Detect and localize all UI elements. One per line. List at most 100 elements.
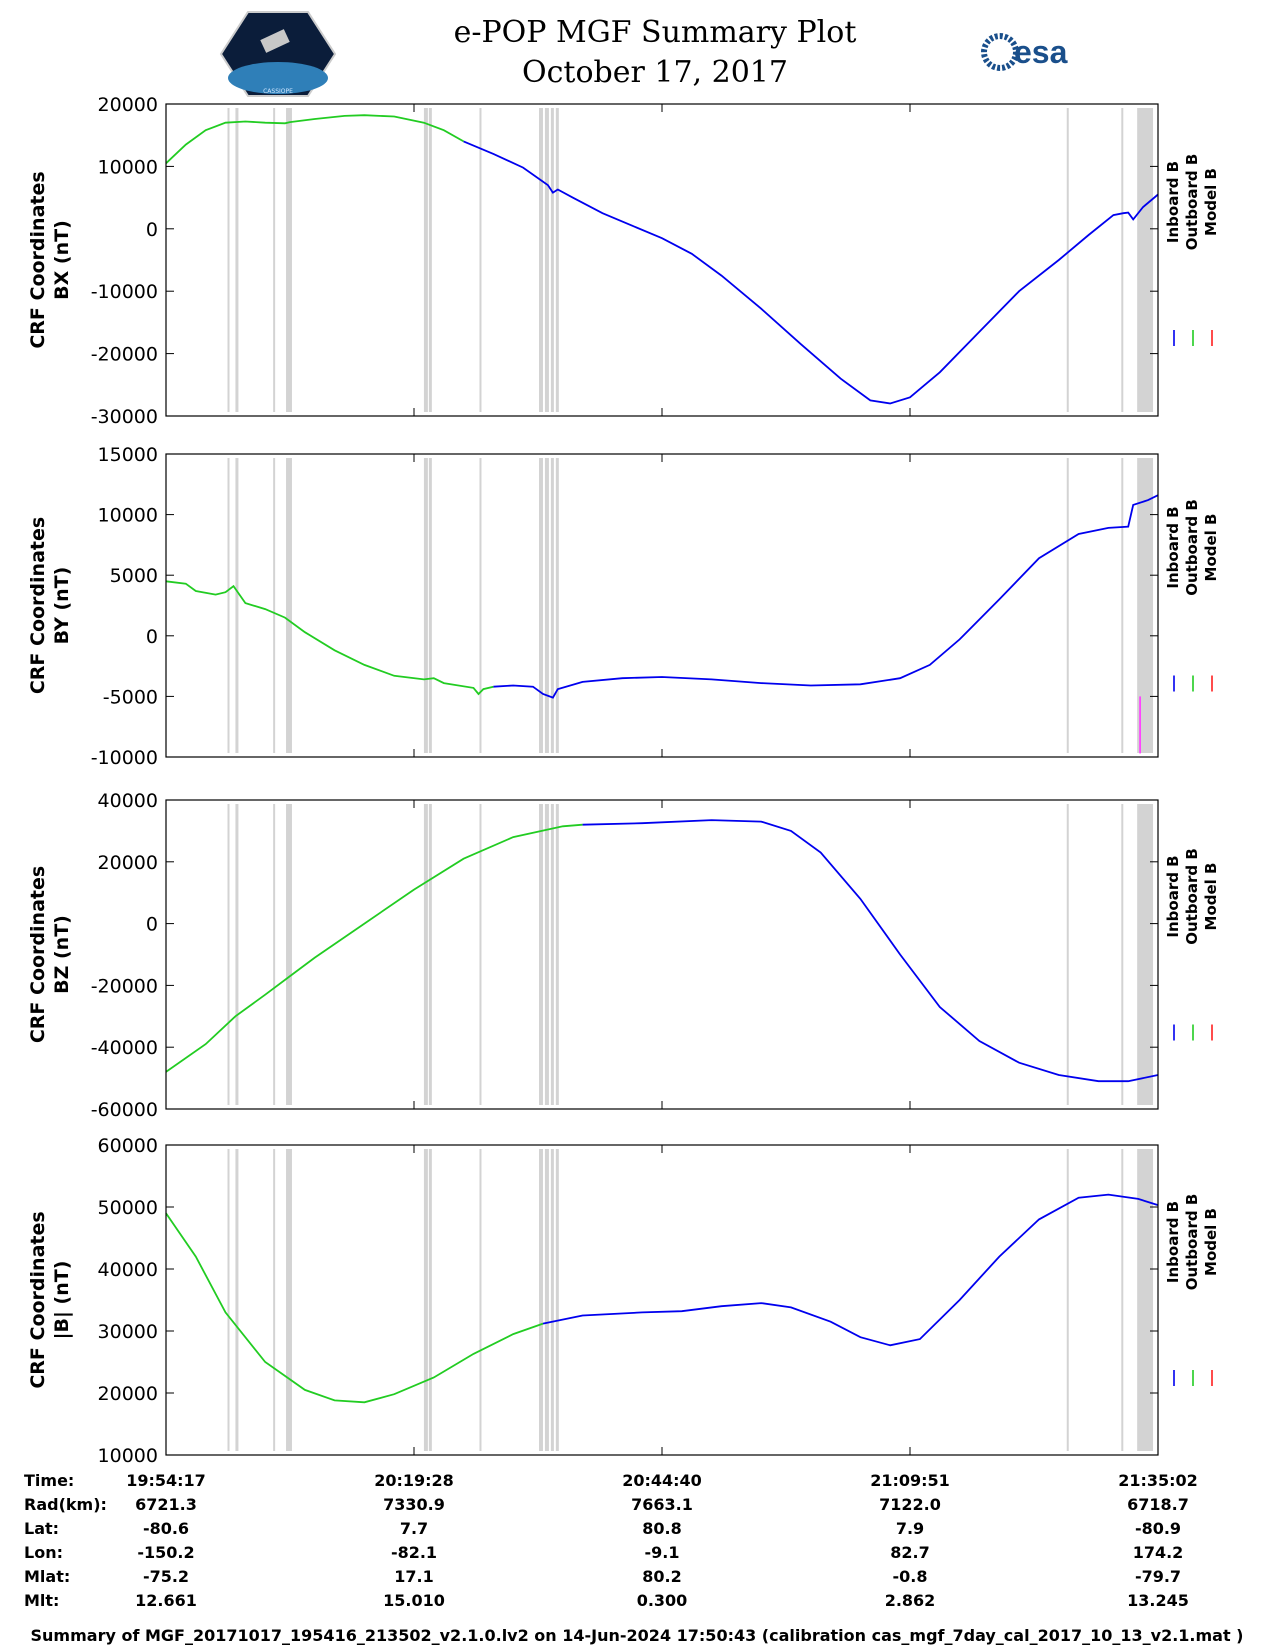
shaded-band bbox=[479, 804, 482, 1105]
info-cell: -0.8 bbox=[893, 1567, 928, 1586]
series-line-inboard-b bbox=[463, 140, 1159, 405]
y-axis-unit-label: BX (nT) bbox=[51, 220, 73, 300]
legend-label: Outboard B bbox=[1183, 1194, 1201, 1291]
y-tick-label: 10000 bbox=[98, 505, 158, 527]
shaded-band bbox=[428, 108, 432, 412]
info-cell: 174.2 bbox=[1133, 1543, 1184, 1562]
shaded-band bbox=[286, 458, 292, 753]
shaded-band bbox=[273, 804, 276, 1105]
legend-label: Outboard B bbox=[1183, 499, 1201, 596]
info-cell: -75.2 bbox=[143, 1567, 189, 1586]
info-row-label: Rad(km): bbox=[24, 1495, 107, 1514]
y-axis-unit-label: BZ (nT) bbox=[51, 915, 73, 994]
shaded-band bbox=[1137, 1149, 1154, 1451]
shaded-band bbox=[1137, 108, 1154, 412]
shaded-band bbox=[555, 458, 559, 753]
info-cell: 7663.1 bbox=[631, 1495, 693, 1514]
series-line-inboard-b bbox=[542, 1193, 1159, 1347]
y-axis-label: CRF Coordinates bbox=[27, 866, 49, 1043]
info-cell: 2.862 bbox=[885, 1591, 936, 1610]
shaded-band bbox=[538, 458, 543, 753]
info-cell: 82.7 bbox=[890, 1543, 929, 1562]
shaded-band bbox=[286, 108, 292, 412]
info-cell: 13.245 bbox=[1127, 1591, 1189, 1610]
y-tick-label: 30000 bbox=[98, 1321, 158, 1343]
shaded-band bbox=[1066, 1149, 1069, 1451]
plot-frame bbox=[165, 103, 1159, 417]
shaded-band bbox=[423, 804, 428, 1105]
shaded-band bbox=[227, 458, 230, 753]
info-cell: 21:35:02 bbox=[1118, 1471, 1198, 1490]
y-tick-label: 0 bbox=[146, 914, 158, 936]
shaded-band bbox=[428, 804, 432, 1105]
shaded-bands bbox=[227, 1149, 1154, 1451]
shaded-band bbox=[544, 458, 549, 753]
info-cell: 7122.0 bbox=[879, 1495, 941, 1514]
info-cell: 20:44:40 bbox=[622, 1471, 702, 1490]
info-cell: -9.1 bbox=[645, 1543, 680, 1562]
legend-label: Inboard B bbox=[1164, 161, 1182, 243]
legend-label: Model B bbox=[1202, 1208, 1220, 1276]
shaded-band bbox=[555, 108, 559, 412]
shaded-band bbox=[1121, 108, 1124, 412]
y-tick-label: -20000 bbox=[91, 344, 158, 366]
shaded-bands bbox=[227, 108, 1154, 412]
shaded-band bbox=[544, 1149, 549, 1451]
esa-logo: esa bbox=[981, 33, 1068, 71]
legend-label: Model B bbox=[1202, 514, 1220, 582]
shaded-band bbox=[1121, 1149, 1124, 1451]
info-cell: 21:09:51 bbox=[870, 1471, 950, 1490]
svg-text:CASSIOPE: CASSIOPE bbox=[263, 88, 293, 95]
series-line-outboard-b bbox=[165, 823, 583, 1073]
shaded-band bbox=[1121, 458, 1124, 753]
shaded-band bbox=[227, 804, 230, 1105]
shaded-band bbox=[479, 1149, 482, 1451]
info-cell: 7.7 bbox=[400, 1519, 428, 1538]
shaded-band bbox=[1066, 804, 1069, 1105]
series-line-inboard-b bbox=[493, 494, 1159, 699]
shaded-band bbox=[235, 1149, 239, 1451]
y-tick-label: 5000 bbox=[110, 565, 158, 587]
shaded-band bbox=[550, 1149, 554, 1451]
shaded-band bbox=[423, 1149, 428, 1451]
shaded-band bbox=[227, 1149, 230, 1451]
info-cell: 6721.3 bbox=[135, 1495, 197, 1514]
shaded-band bbox=[235, 458, 239, 753]
y-tick-label: 15000 bbox=[98, 444, 158, 466]
title-line2: October 17, 2017 bbox=[522, 55, 788, 90]
info-cell: 80.8 bbox=[642, 1519, 681, 1538]
legend-label: Inboard B bbox=[1164, 506, 1182, 588]
info-cell: -80.9 bbox=[1135, 1519, 1181, 1538]
shaded-band bbox=[538, 108, 543, 412]
legend: Inboard B Outboard B Model B bbox=[1164, 848, 1220, 1041]
shaded-band bbox=[428, 1149, 432, 1451]
legend-label: Outboard B bbox=[1183, 848, 1201, 945]
y-tick-label: 50000 bbox=[98, 1197, 158, 1219]
y-axis-label: CRF Coordinates bbox=[27, 1211, 49, 1388]
shaded-band bbox=[555, 804, 559, 1105]
cassiope-logo: CASSIOPE bbox=[219, 11, 337, 97]
info-cell: 80.2 bbox=[642, 1567, 681, 1586]
info-cell: 12.661 bbox=[135, 1591, 197, 1610]
y-tick-label: 60000 bbox=[98, 1135, 158, 1157]
shaded-band bbox=[235, 804, 239, 1105]
y-axis-label: CRF Coordinates bbox=[27, 171, 49, 348]
legend-label: Inboard B bbox=[1164, 1201, 1182, 1283]
shaded-band bbox=[555, 1149, 559, 1451]
plot-frame bbox=[165, 453, 1159, 758]
legend-label: Model B bbox=[1202, 168, 1220, 236]
y-tick-label: -30000 bbox=[91, 406, 158, 428]
series-line-inboard-b bbox=[582, 819, 1159, 1083]
info-cell: -79.7 bbox=[1135, 1567, 1181, 1586]
info-cell: -150.2 bbox=[137, 1543, 194, 1562]
y-axis-unit-label: BY (nT) bbox=[51, 567, 73, 645]
info-cell: 17.1 bbox=[394, 1567, 433, 1586]
panel-4: 60000 50000 40000 30000 20000 10000 CRF Coordi… bbox=[27, 1135, 1220, 1467]
info-row-label: Lon: bbox=[24, 1543, 63, 1562]
y-tick-label: 10000 bbox=[98, 1445, 158, 1467]
shaded-band bbox=[423, 458, 428, 753]
shaded-band bbox=[1137, 804, 1154, 1105]
panel-1: 20000 10000 0 -10000 -20000 -30000 CRF Coordin… bbox=[27, 94, 1220, 428]
y-tick-label: 40000 bbox=[98, 790, 158, 812]
